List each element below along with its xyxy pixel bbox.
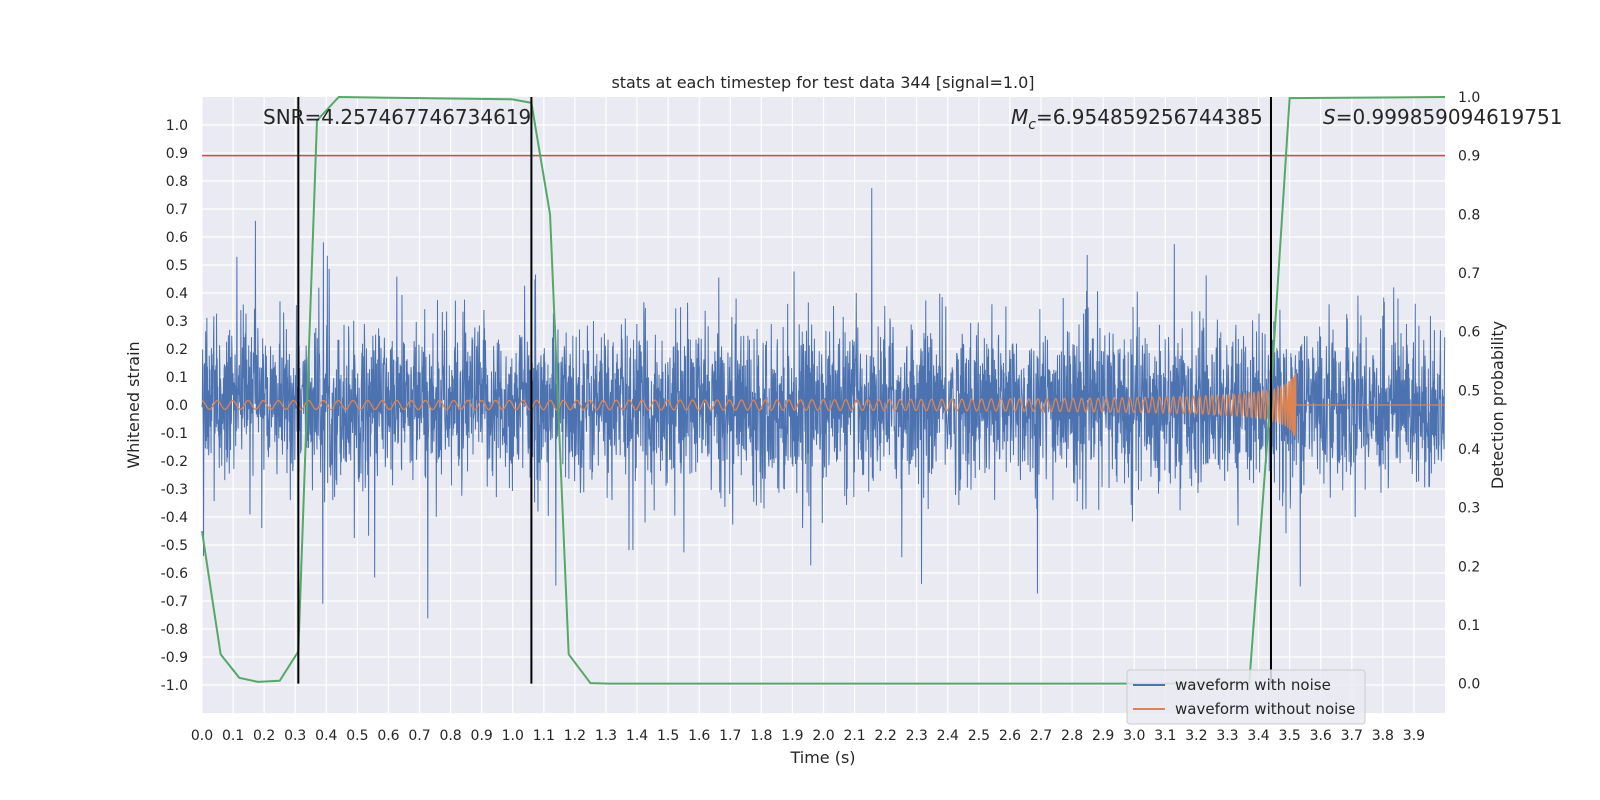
series-waveform-with-noise [201,188,1446,619]
y-tick-label: -0.1 [161,426,188,442]
chart-title: stats at each timestep for test data 344… [611,73,1034,92]
x-tick-label: 1.9 [781,728,803,744]
legend: waveform with noise waveform without noi… [1126,669,1366,725]
y2-tick-label: 0.0 [1458,677,1480,693]
y2-tick-label: 0.3 [1458,501,1480,517]
x-tick-label: 1.0 [502,728,524,744]
legend-box [1126,669,1366,725]
chirp-mass-subscript: c [1028,117,1036,133]
x-tick-label: 0.5 [346,728,368,744]
x-tick-label: 0.6 [377,728,399,744]
x-tick-label: 0.7 [408,728,430,744]
y-tick-labels: 1.0 0.9 0.8 0.7 0.6 0.5 0.4 0.3 0.2 0.1 0.0 -0.1 -0.… [161,118,188,694]
score-annotation: S=0.999859094619751 [1323,105,1562,129]
x-tick-label: 3.8 [1372,728,1394,744]
y-tick-label: 0.6 [166,230,188,246]
y2-axis-label: Detection probability [1488,321,1507,489]
y-tick-label: 0.4 [166,286,188,302]
y2-tick-label: 0.6 [1458,325,1480,341]
y2-tick-label: 0.5 [1458,383,1480,399]
x-tick-label: 2.6 [999,728,1021,744]
chirp-mass-symbol: M [1011,105,1028,129]
y-tick-label: -0.8 [161,622,188,638]
x-tick-label: 3.1 [1154,728,1176,744]
x-tick-label: 2.1 [843,728,865,744]
y-tick-label: 0.0 [166,398,188,414]
x-tick-label: 2.4 [937,728,959,744]
x-tick-labels: 0.0 0.1 0.2 0.3 0.4 0.5 0.6 0.7 0.8 0.9 1.0 1.1 1.2 1… [191,728,1425,744]
y2-tick-label: 0.9 [1458,149,1480,165]
x-tick-label: 3.7 [1341,728,1363,744]
x-tick-label: 1.8 [750,728,772,744]
chirp-mass-value: =6.954859256744385 [1036,105,1263,129]
y-tick-label: 0.5 [166,258,188,274]
probability-trace [201,95,1446,685]
x-tick-label: 2.0 [812,728,834,744]
x-tick-label: 3.5 [1278,728,1300,744]
x-tick-label: 0.4 [315,728,337,744]
y-tick-label: 0.1 [166,370,188,386]
x-tick-label: 0.1 [222,728,244,744]
y-tick-label: 1.0 [166,118,188,134]
x-tick-label: 3.3 [1216,728,1238,744]
y-tick-label: -0.4 [161,510,188,526]
y-axis-label: Whitened strain [124,341,143,468]
x-tick-label: 1.1 [533,728,555,744]
y-tick-label: -0.2 [161,454,188,470]
y2-tick-label: 0.7 [1458,266,1480,282]
y2-tick-labels: 1.0 0.9 0.8 0.7 0.6 0.5 0.4 0.3 0.2 0.1 0.0 [1458,90,1480,693]
y-tick-label: 0.8 [166,174,188,190]
x-tick-label: 3.6 [1310,728,1332,744]
x-tick-label: 1.4 [626,728,648,744]
x-tick-label: 3.2 [1185,728,1207,744]
y2-tick-label: 0.4 [1458,442,1480,458]
x-tick-label: 1.7 [719,728,741,744]
score-value: =0.999859094619751 [1336,105,1563,129]
y-tick-label: -0.7 [161,594,188,610]
x-tick-label: 0.8 [439,728,461,744]
x-tick-label: 1.2 [564,728,586,744]
legend-label-clean: waveform without noise [1175,700,1355,718]
y-tick-label: 0.9 [166,146,188,162]
vertical-markers [297,97,1272,684]
y-tick-label: -0.5 [161,538,188,554]
y2-tick-label: 0.2 [1458,559,1480,575]
x-tick-label: 2.8 [1061,728,1083,744]
y-tick-label: 0.3 [166,314,188,330]
x-tick-label: 0.3 [284,728,306,744]
y2-tick-label: 1.0 [1458,90,1480,106]
noise-trace [201,188,1446,619]
y-tick-label: -1.0 [161,678,188,694]
x-tick-label: 3.0 [1123,728,1145,744]
y2-tick-label: 0.8 [1458,207,1480,223]
x-tick-label: 0.2 [253,728,275,744]
x-tick-label: 2.5 [968,728,990,744]
y-tick-label: -0.3 [161,482,188,498]
x-tick-label: 3.4 [1247,728,1269,744]
x-tick-label: 2.9 [1092,728,1114,744]
x-tick-label: 2.2 [875,728,897,744]
x-tick-label: 3.9 [1403,728,1425,744]
series-detection-probability [201,95,1446,685]
snr-annotation: SNR=4.257467746734619 [263,105,531,129]
y2-tick-label: 0.1 [1458,618,1480,634]
x-tick-label: 2.7 [1030,728,1052,744]
x-axis-label: Time (s) [789,748,855,767]
x-tick-label: 2.3 [906,728,928,744]
y-tick-label: -0.9 [161,650,188,666]
series-waveform-without-noise [201,373,1445,436]
y-tick-label: 0.2 [166,342,188,358]
score-symbol: S [1323,105,1336,129]
x-tick-label: 1.6 [688,728,710,744]
y-tick-label: 0.7 [166,202,188,218]
x-tick-label: 1.5 [657,728,679,744]
y-tick-label: -0.6 [161,566,188,582]
chirp-mass-annotation: Mc=6.954859256744385 [1011,105,1263,133]
x-tick-label: 0.9 [471,728,493,744]
x-tick-label: 1.3 [595,728,617,744]
clean-trace [201,373,1445,436]
x-tick-label: 0.0 [191,728,213,744]
legend-label-noise: waveform with noise [1175,676,1331,694]
